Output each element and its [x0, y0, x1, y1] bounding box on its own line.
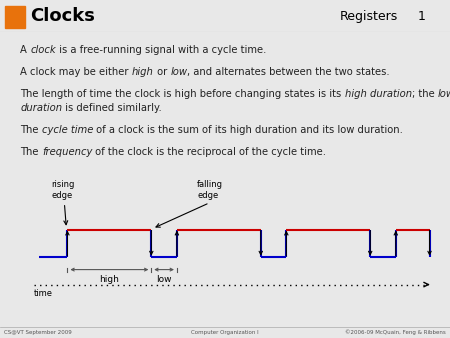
Text: of a clock is the sum of its high duration and its low duration.: of a clock is the sum of its high durati… [93, 125, 403, 135]
Text: duration: duration [20, 103, 63, 113]
Text: high duration: high duration [345, 89, 412, 99]
Text: is a free-running signal with a cycle time.: is a free-running signal with a cycle ti… [56, 45, 266, 55]
Text: low: low [170, 67, 187, 77]
Text: The: The [20, 147, 42, 157]
Text: , and alternates between the two states.: , and alternates between the two states. [187, 67, 390, 77]
Text: 1: 1 [418, 9, 426, 23]
Text: ©2006-09 McQuain, Feng & Ribbens: ©2006-09 McQuain, Feng & Ribbens [345, 330, 446, 335]
Text: Clocks: Clocks [30, 7, 95, 25]
Text: or: or [154, 67, 170, 77]
Text: falling
edge: falling edge [198, 180, 223, 200]
Text: ; the: ; the [412, 89, 438, 99]
Text: high: high [132, 67, 154, 77]
Text: clock: clock [31, 45, 56, 55]
Text: A clock may be either: A clock may be either [20, 67, 132, 77]
Text: Registers: Registers [340, 9, 398, 23]
Text: The: The [20, 125, 42, 135]
Text: high: high [99, 274, 119, 284]
Text: cycle time: cycle time [42, 125, 94, 135]
Text: CS@VT September 2009: CS@VT September 2009 [4, 330, 72, 335]
Text: A: A [20, 45, 31, 55]
Text: time: time [34, 289, 53, 297]
Text: is defined similarly.: is defined similarly. [63, 103, 162, 113]
Text: of the clock is the reciprocal of the cycle time.: of the clock is the reciprocal of the cy… [92, 147, 326, 157]
Text: low: low [438, 89, 450, 99]
Bar [5, 6, 25, 28]
Text: Computer Organization I: Computer Organization I [191, 330, 259, 335]
Text: rising
edge: rising edge [51, 180, 74, 200]
Text: low: low [156, 274, 172, 284]
Text: frequency: frequency [42, 147, 92, 157]
Text: The length of time the clock is high before changing states is its: The length of time the clock is high bef… [20, 89, 345, 99]
